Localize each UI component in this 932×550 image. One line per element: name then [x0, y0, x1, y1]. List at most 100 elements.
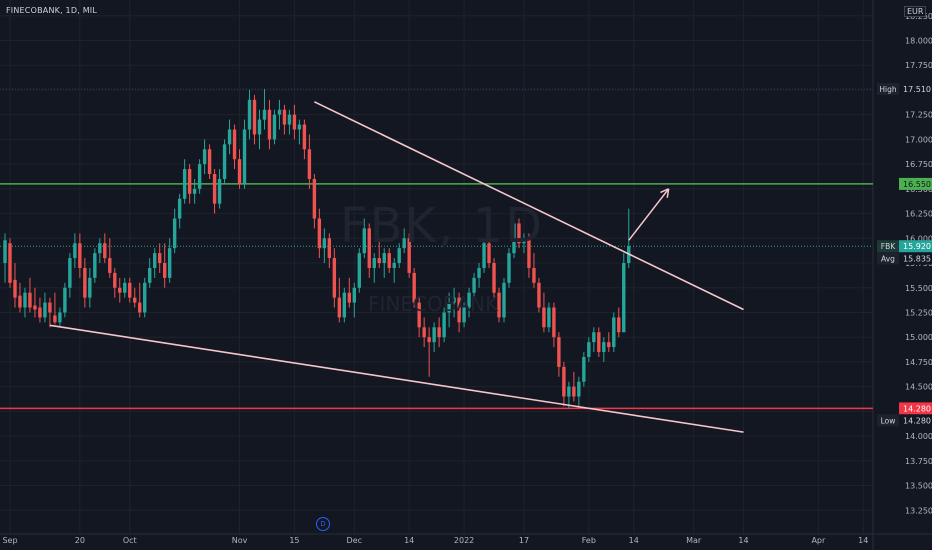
candle-body — [197, 164, 202, 189]
candle-body — [357, 253, 361, 288]
ticker-label[interactable]: FINECOBANK, 1D, MIL — [6, 6, 98, 15]
candle-body — [202, 149, 207, 165]
candle-body — [98, 243, 102, 254]
candle-body — [207, 149, 212, 175]
candle-body — [297, 124, 302, 130]
candle-body — [607, 342, 611, 348]
candle-body — [532, 267, 536, 283]
projection-arrow — [628, 188, 670, 241]
candle-body — [118, 287, 122, 293]
candle-body — [282, 109, 287, 125]
candle-body — [157, 253, 162, 264]
candle-body — [547, 307, 551, 328]
high-value: 17.510 — [903, 85, 931, 94]
high-tag — [877, 82, 899, 95]
average-tag — [877, 252, 899, 265]
candle-body — [162, 263, 167, 278]
candle-body — [252, 99, 257, 135]
x-tick-label: 17 — [519, 536, 529, 545]
candle-body — [527, 238, 531, 268]
candle-body — [212, 174, 217, 204]
candle-body — [362, 228, 366, 254]
candle-body — [392, 263, 396, 268]
candle-body — [292, 114, 297, 130]
candle-body — [597, 332, 601, 353]
y-tick-label: 16.750 — [905, 160, 932, 169]
last-price-value: 15.920 — [903, 242, 931, 251]
x-tick-label: Dec — [347, 536, 362, 545]
watermark-symbol: FBK, 1D — [340, 198, 545, 254]
candle-body — [3, 240, 7, 264]
candle-body — [462, 307, 466, 323]
candle-body — [307, 149, 312, 179]
candle-body — [78, 243, 82, 268]
horizontal-levels — [0, 88, 873, 410]
candle-body — [497, 292, 501, 318]
axis-price-labels: High 17.510 16.550 FBK 15.920 Avg 15.835 14.280… — [877, 82, 932, 427]
candle-body — [53, 315, 57, 323]
y-tick-label: 13.500 — [905, 482, 932, 491]
resistance-value: 16.550 — [903, 180, 931, 189]
candle-body — [242, 129, 247, 184]
candle-body — [472, 277, 476, 293]
y-tick-label: 15.000 — [905, 333, 932, 342]
low-badge — [899, 414, 932, 427]
candle-body — [367, 228, 371, 268]
arrow-head — [660, 188, 669, 194]
candle-body — [507, 253, 511, 283]
high-tag-text: High — [879, 85, 896, 94]
x-tick-label: 14 — [738, 536, 748, 545]
candle-body — [407, 238, 411, 273]
candle-body — [322, 238, 327, 249]
dividend-marker[interactable]: D — [316, 517, 330, 531]
x-tick-label: Mar — [686, 536, 702, 545]
candle-body — [287, 114, 292, 125]
candle-body — [138, 302, 142, 313]
currency-button[interactable]: EUR — [904, 6, 927, 17]
candle-body — [177, 198, 182, 219]
candle-body — [247, 99, 252, 130]
y-tick-label: 18.000 — [905, 37, 932, 46]
candle-body — [257, 119, 262, 135]
candle-body — [422, 327, 426, 338]
y-tick-label: 13.250 — [905, 506, 932, 515]
x-tick-label: Feb — [582, 536, 596, 545]
candle-body — [222, 144, 227, 179]
candle-body — [133, 297, 137, 303]
upper-trendline — [314, 101, 744, 311]
candle-body — [33, 305, 37, 310]
candle-body — [457, 297, 461, 323]
candle-body — [38, 307, 42, 318]
candle-body — [267, 109, 272, 140]
support-value: 14.280 — [903, 404, 931, 413]
candle-body — [387, 253, 391, 268]
lower-trendline — [49, 324, 744, 433]
candle-body — [13, 279, 17, 298]
candle-body — [377, 258, 381, 264]
candle-body — [562, 366, 566, 397]
candle-body — [557, 337, 561, 367]
candle-body — [232, 129, 237, 160]
candle-body — [262, 109, 267, 120]
x-tick-label: Oct — [123, 536, 137, 545]
candle-body — [452, 297, 456, 303]
candle-body — [302, 124, 307, 150]
time-axis[interactable]: Sep 20 Oct Nov 15 Dec 14 2022 17 Feb 14 Mar 14 Apr 14 — [2, 536, 868, 545]
candle-body — [83, 267, 87, 298]
x-tick-label: Nov — [232, 536, 248, 545]
candle-body — [417, 302, 421, 328]
candle-body — [182, 169, 187, 199]
candle-body — [617, 317, 621, 333]
candle-body — [517, 223, 521, 244]
candle-body — [342, 292, 347, 318]
candle-body — [128, 282, 132, 298]
candle-body — [347, 292, 352, 303]
candle-body — [8, 243, 12, 283]
candle-body — [432, 327, 436, 343]
candle-body — [113, 272, 117, 288]
candle-body — [412, 272, 416, 303]
candle-body — [537, 282, 541, 308]
candle-body — [587, 342, 591, 357]
candle-body — [58, 312, 62, 323]
